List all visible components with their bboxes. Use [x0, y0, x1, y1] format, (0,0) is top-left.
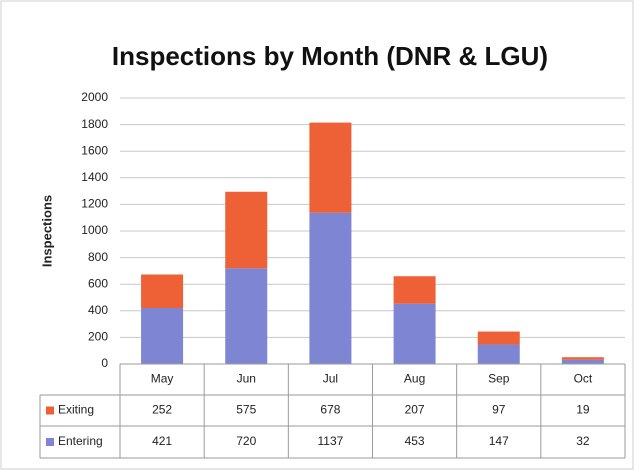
- bar-segment: [141, 308, 184, 364]
- table-value: 32: [576, 434, 590, 448]
- bar-segment: [393, 303, 436, 364]
- table-value: 575: [236, 403, 256, 417]
- table-value: 19: [576, 403, 590, 417]
- x-tick-label: Oct: [574, 372, 593, 386]
- x-tick-label: Sep: [488, 372, 510, 386]
- legend-swatch: [46, 406, 54, 415]
- y-tick-label: 1200: [81, 197, 108, 211]
- table-value: 207: [405, 403, 425, 417]
- legend-label: Exiting: [58, 403, 94, 417]
- y-tick-label: 1400: [81, 170, 108, 184]
- y-axis-title: Inspections: [39, 195, 54, 267]
- bar-segment: [561, 357, 604, 360]
- chart-title: Inspections by Month (DNR & LGU): [112, 41, 548, 71]
- bar-segment: [477, 331, 520, 345]
- y-tick-label: 1800: [81, 117, 108, 131]
- table-value: 678: [320, 403, 340, 417]
- y-tick-label: 800: [88, 250, 108, 264]
- table-value: 421: [152, 434, 172, 448]
- y-tick-label: 400: [88, 303, 108, 317]
- x-tick-label: Jul: [323, 372, 338, 386]
- legend-label: Entering: [58, 434, 103, 448]
- bar-segment: [309, 122, 352, 213]
- bar-segment: [477, 344, 520, 364]
- bar-segment: [225, 191, 268, 269]
- x-tick-label: Aug: [404, 372, 425, 386]
- bar-segment: [309, 212, 352, 364]
- table-value: 1137: [318, 434, 344, 448]
- x-tick-label: Jun: [237, 372, 256, 386]
- y-tick-label: 2000: [81, 90, 108, 104]
- legend-swatch: [46, 438, 54, 446]
- y-tick-label: 0: [101, 356, 108, 370]
- bar-segment: [393, 276, 436, 304]
- table-value: 720: [236, 434, 256, 448]
- y-tick-label: 200: [88, 330, 108, 344]
- table-value: 97: [492, 403, 506, 417]
- bar-segment: [561, 359, 604, 364]
- bar-segment: [141, 274, 184, 309]
- y-tick-label: 1600: [81, 143, 108, 157]
- table-value: 147: [489, 434, 509, 448]
- table-value: 453: [405, 434, 425, 448]
- x-tick-label: May: [151, 372, 174, 386]
- y-tick-label: 1000: [81, 223, 108, 237]
- y-tick-label: 600: [88, 276, 108, 290]
- bar-segment: [225, 268, 268, 364]
- table-value: 252: [152, 403, 172, 417]
